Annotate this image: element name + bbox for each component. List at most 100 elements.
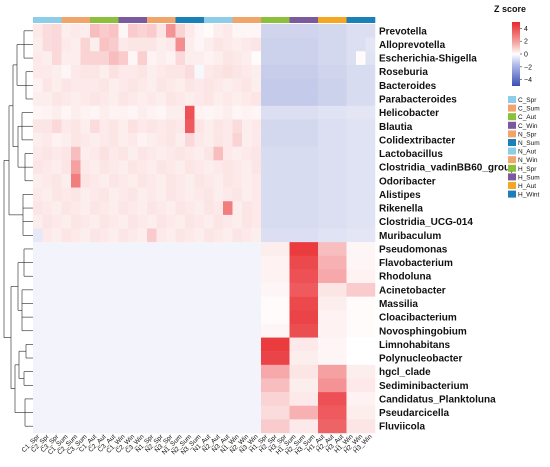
heatmap-cell	[71, 119, 81, 134]
heatmap-cell	[223, 105, 233, 120]
heatmap-cell	[261, 419, 271, 434]
heatmap-cell	[337, 255, 347, 270]
heatmap-cell	[71, 283, 81, 297]
heatmap-cell	[327, 201, 338, 216]
row-label: Alistipes	[379, 190, 421, 201]
heatmap-cell	[327, 24, 338, 38]
heatmap-cell	[223, 269, 233, 284]
heatmap-cell	[128, 242, 138, 257]
heatmap-cell	[71, 214, 81, 229]
heatmap-cell	[109, 133, 119, 147]
heatmap-cell	[337, 119, 347, 134]
heatmap-cell	[242, 187, 252, 202]
heatmap-cell	[166, 310, 176, 325]
heatmap-cell	[251, 255, 262, 270]
heatmap-cell	[128, 201, 138, 216]
heatmap-cell	[42, 269, 53, 284]
heatmap-cell	[90, 37, 100, 52]
heatmap-cell	[128, 337, 138, 352]
heatmap-cell	[52, 105, 62, 120]
heatmap-cell	[71, 51, 81, 66]
heatmap-cell	[289, 323, 300, 338]
heatmap-cell	[280, 37, 290, 52]
heatmap-cell	[213, 133, 224, 147]
heatmap-cell	[337, 364, 347, 379]
heatmap-cell	[118, 173, 129, 188]
heatmap-cell	[232, 310, 243, 325]
heatmap-cell	[242, 51, 252, 66]
heatmap-cell	[346, 51, 357, 66]
heatmap-cell	[365, 173, 376, 188]
heatmap-cell	[346, 283, 357, 297]
heatmap-cell	[118, 283, 129, 297]
heatmap-cell	[99, 269, 110, 284]
heatmap-cell	[147, 242, 157, 257]
heatmap-cell	[156, 119, 167, 134]
heatmap-cell	[156, 214, 167, 229]
heatmap-cell	[52, 255, 62, 270]
heatmap-cell	[346, 351, 357, 366]
heatmap-cell	[175, 392, 186, 406]
heatmap-cell	[356, 160, 366, 175]
heatmap-cell	[270, 269, 281, 284]
heatmap-cell	[204, 37, 214, 52]
heatmap-cell	[118, 119, 129, 134]
heatmap-cell	[346, 323, 357, 338]
heatmap-cell	[90, 378, 100, 393]
heatmap-cell	[213, 51, 224, 66]
heatmap-cell	[42, 119, 53, 134]
heatmap-cell	[52, 24, 62, 38]
heatmap-cell	[90, 160, 100, 175]
heatmap-cell	[147, 214, 157, 229]
heatmap-cell	[261, 187, 271, 202]
heatmap-cell	[270, 105, 281, 120]
heatmap-cell	[166, 173, 176, 188]
heatmap-cell	[90, 133, 100, 147]
heatmap-cell	[299, 214, 309, 229]
heatmap-cell	[175, 337, 186, 352]
heatmap-cell	[166, 405, 176, 420]
heatmap-cell	[185, 37, 195, 52]
heatmap-cell	[223, 133, 233, 147]
heatmap-cell	[99, 392, 110, 406]
heatmap-cell	[299, 92, 309, 107]
heatmap-cell	[175, 24, 186, 38]
heatmap-cell	[166, 201, 176, 216]
heatmap-cell	[185, 51, 195, 66]
heatmap-cell	[280, 269, 290, 284]
heatmap-cell	[337, 24, 347, 38]
heatmap-cell	[204, 337, 214, 352]
heatmap-cell	[52, 92, 62, 107]
heatmap-cell	[289, 255, 300, 270]
heatmap-cell	[299, 187, 309, 202]
heatmap-cell	[137, 364, 148, 379]
heatmap-cell	[42, 64, 53, 79]
heatmap-cell	[270, 378, 281, 393]
heatmap-cell	[42, 187, 53, 202]
heatmap-cell	[337, 323, 347, 338]
heatmap-cell	[232, 187, 243, 202]
heatmap-cell	[33, 364, 43, 379]
heatmap-cell	[71, 310, 81, 325]
heatmap-cell	[52, 201, 62, 216]
heatmap-cell	[337, 405, 347, 420]
heatmap-cell	[33, 37, 43, 52]
heatmap-cell	[128, 269, 138, 284]
group-legend-label: N_Spr	[518, 131, 537, 138]
heatmap-cell	[213, 378, 224, 393]
heatmap-cell	[280, 228, 290, 243]
heatmap-cell	[251, 187, 262, 202]
heatmap-cell	[299, 310, 309, 325]
heatmap-cell	[194, 323, 205, 338]
heatmap-cell	[299, 201, 309, 216]
heatmap-cell	[90, 283, 100, 297]
heatmap-cell	[204, 419, 214, 434]
heatmap-cell	[42, 419, 53, 434]
row-label: Colidextribacter	[379, 135, 455, 146]
heatmap-cell	[232, 337, 243, 352]
heatmap-cell	[346, 187, 357, 202]
heatmap-cell	[137, 296, 148, 311]
heatmap-cell	[242, 37, 252, 52]
legend-ticks: 4 2 0 −2 −4	[520, 26, 532, 84]
heatmap-cell	[99, 64, 110, 79]
